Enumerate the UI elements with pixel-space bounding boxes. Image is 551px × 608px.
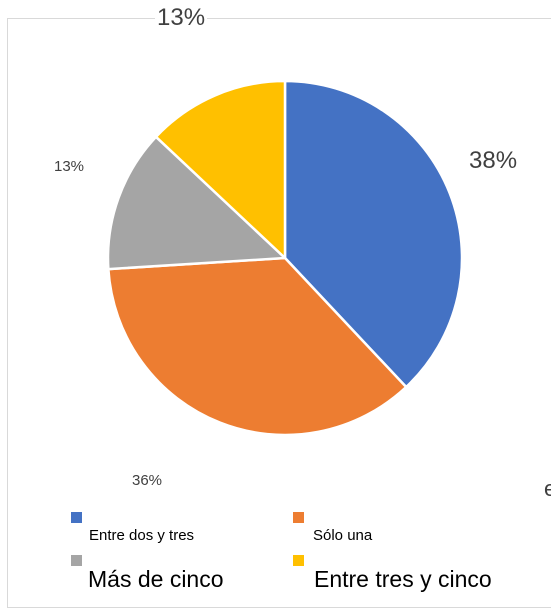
legend-swatch-mas-de-cinco [71, 555, 82, 566]
data-label-solo-una: 36% [132, 472, 163, 489]
legend-label-mas-de-cinco: Más de cinco [88, 566, 224, 592]
data-label-entre-dos-y-tres: 38% [469, 147, 518, 174]
pie-slice-solo-una [107, 256, 408, 437]
pie-slice-mas-de-cinco [106, 135, 287, 271]
pie-chart [106, 79, 464, 437]
clipped-text: e [544, 476, 551, 501]
data-label-mas-de-cinco: 13% [54, 158, 85, 175]
pie-slices [106, 79, 464, 437]
legend-swatch-entre-tres-y-cinco [293, 555, 304, 566]
pie-slice-entre-dos-y-tres [283, 79, 464, 389]
legend-label-solo-una: Sólo una [313, 527, 373, 544]
legend-swatch-entre-dos-y-tres [71, 512, 82, 523]
legend-label-entre-tres-y-cinco: Entre tres y cinco [314, 566, 492, 592]
data-label-entre-tres-y-cinco: 13% [155, 4, 208, 32]
pie-slice-entre-tres-y-cinco [154, 79, 287, 260]
legend-swatch-solo-una [293, 512, 304, 523]
legend-label-entre-dos-y-tres: Entre dos y tres [89, 527, 195, 544]
